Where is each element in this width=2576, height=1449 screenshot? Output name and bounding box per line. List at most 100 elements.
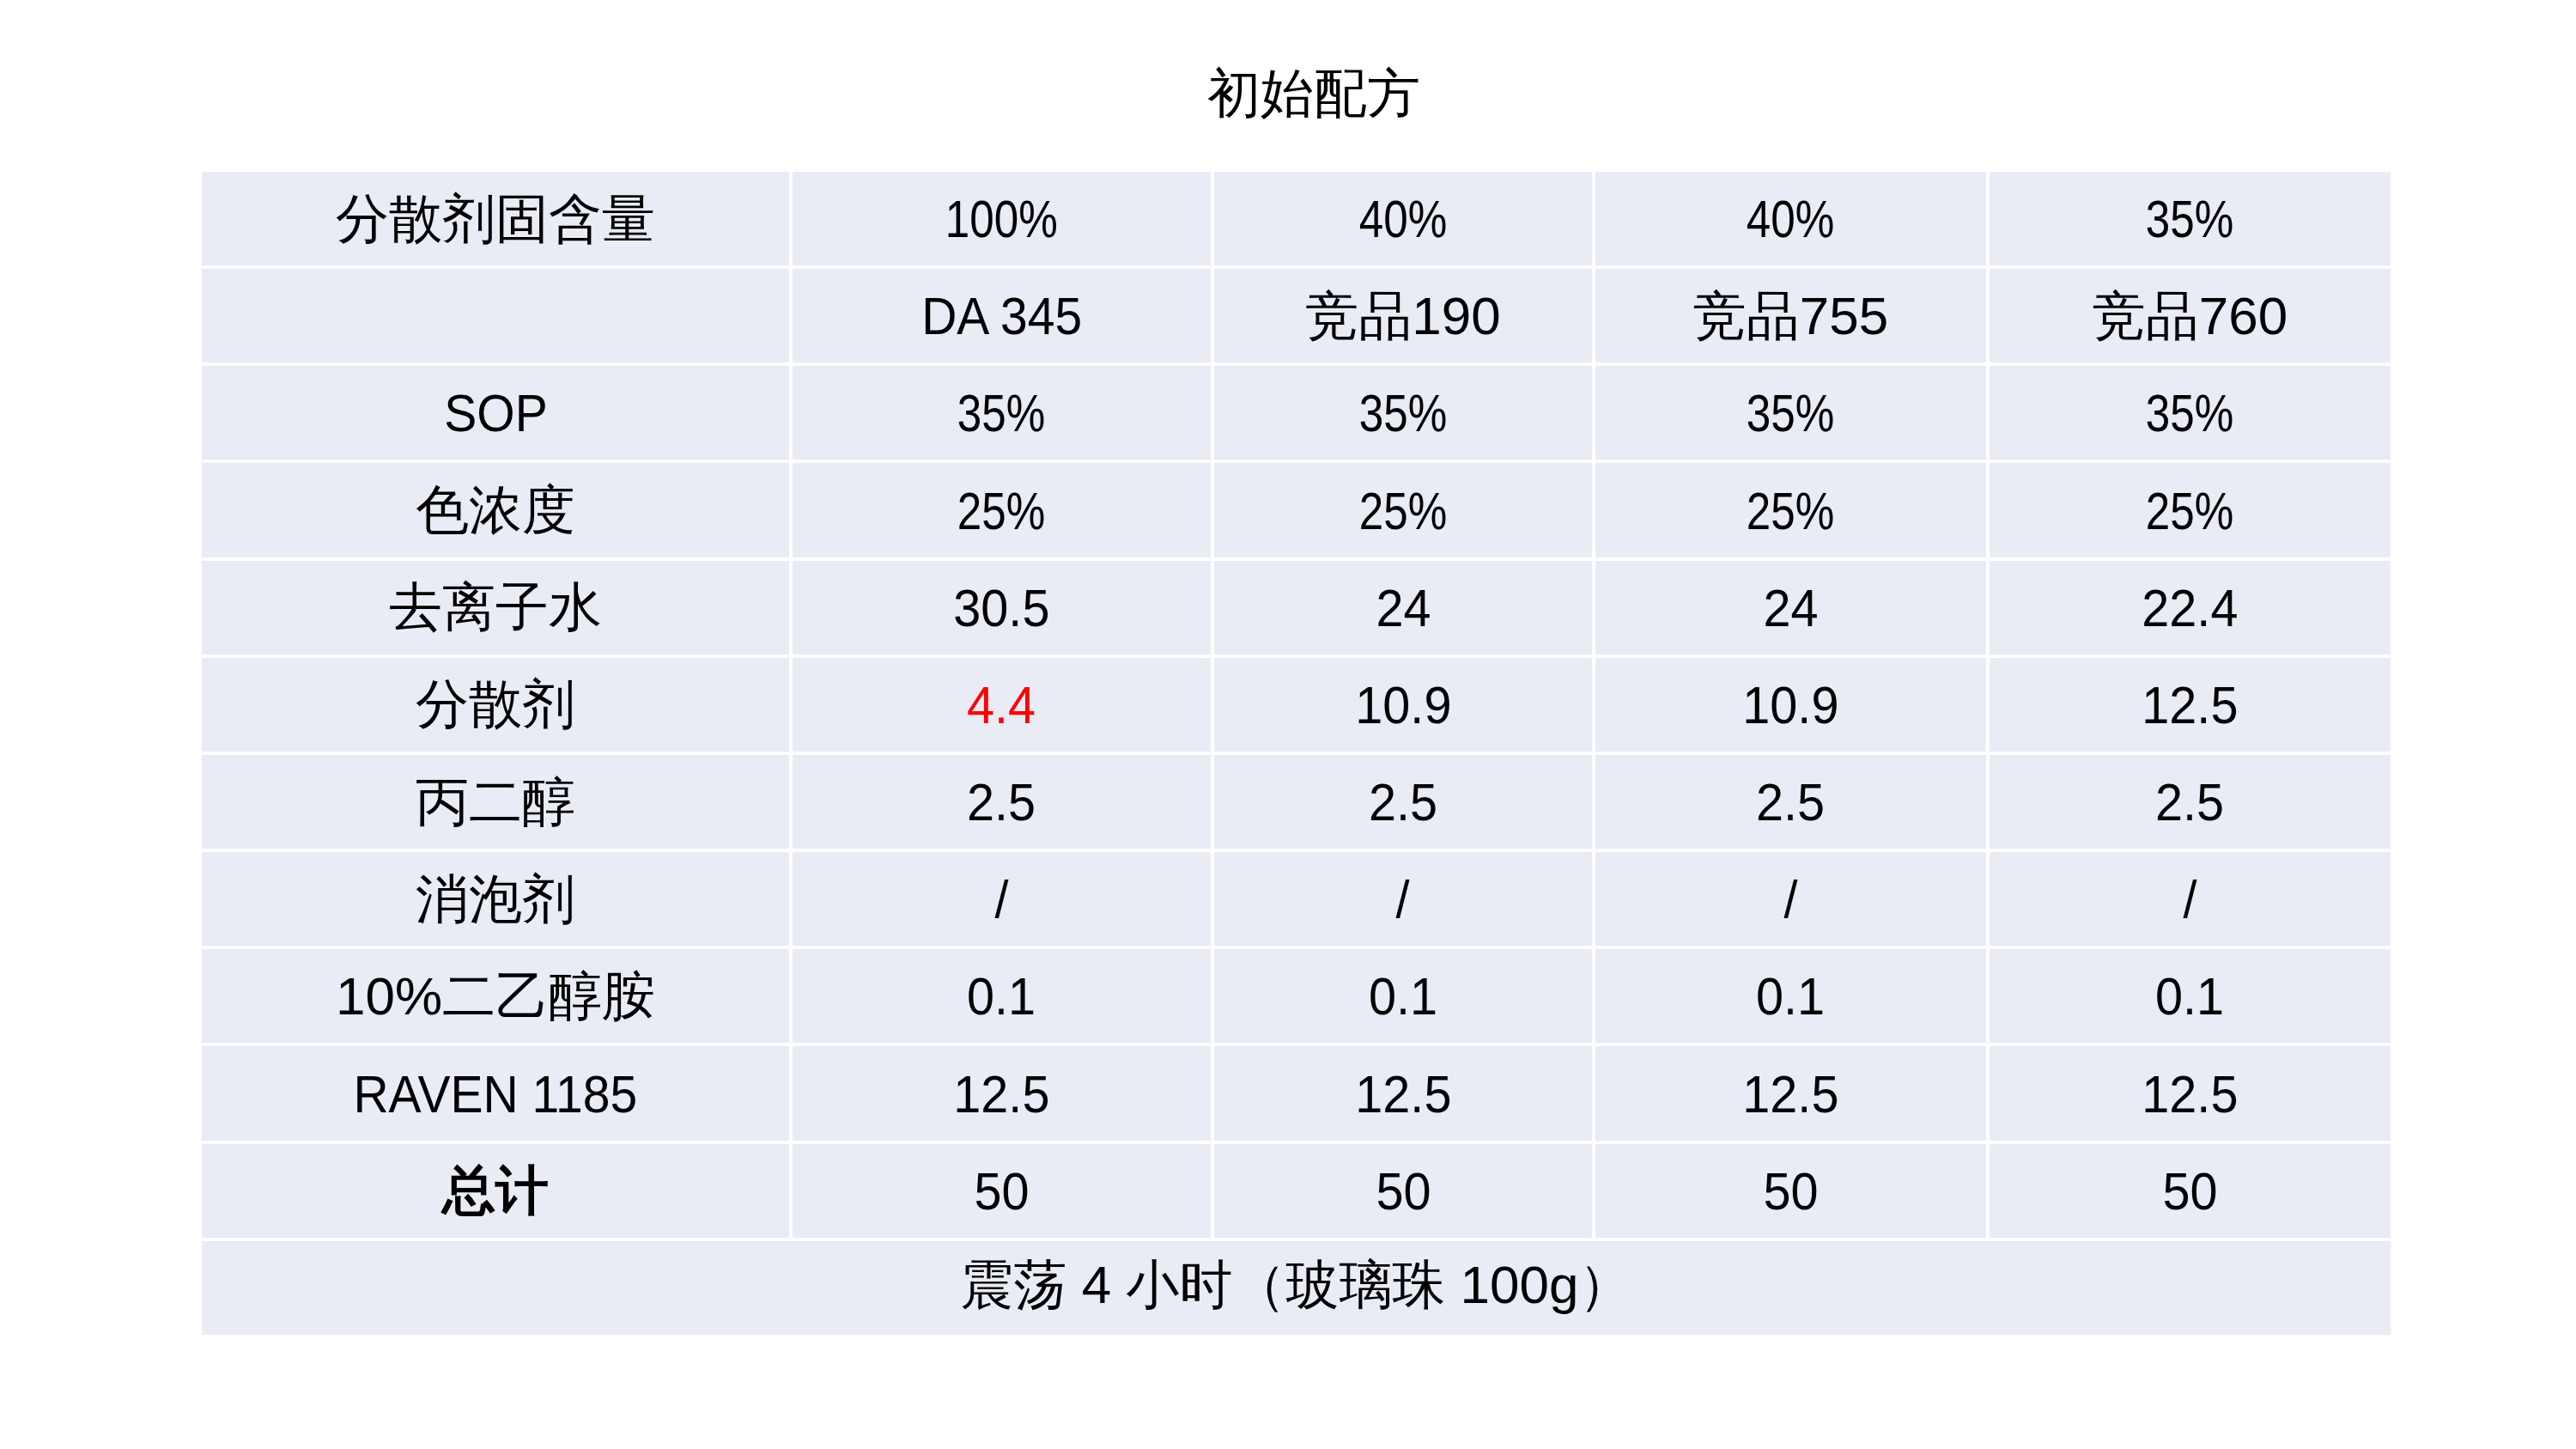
value-cell-text: DA 345 [921, 285, 1082, 346]
value-cell-text: 22.4 [2142, 577, 2238, 638]
row-label: 分散剂 [202, 658, 789, 752]
value-cell-text: 12.5 [1742, 1063, 1838, 1124]
value-cell-text: 35% [1359, 382, 1448, 443]
value-cell: 10.9 [1595, 658, 1986, 752]
row-label: 总计 [202, 1144, 789, 1238]
value-cell: 25% [793, 463, 1211, 557]
table-footer-text: 震荡 4 小时（玻璃珠 100g） [960, 1249, 1631, 1321]
row-label-text: RAVEN 1185 [354, 1063, 638, 1124]
value-cell: 25% [1595, 463, 1986, 557]
value-cell: 0.1 [1214, 949, 1592, 1043]
row-label-text: 消泡剂 [416, 863, 575, 935]
row-label: 丙二醇 [202, 755, 789, 849]
value-cell-text: 0.1 [2155, 965, 2224, 1026]
value-cell-text: 2.5 [2155, 771, 2224, 832]
value-cell: 2.5 [1595, 755, 1986, 849]
slide: 初始配方 分散剂固含量 100% 40% 40% 35% DA 345 竞品190 竞品755… [0, 0, 2576, 1449]
value-cell-text: 12.5 [2142, 674, 2238, 735]
value-cell-text: 24 [1376, 577, 1431, 638]
formula-table: 分散剂固含量 100% 40% 40% 35% DA 345 竞品190 竞品755 竞品760… [202, 172, 2391, 1335]
value-cell-text: 25% [2146, 480, 2234, 541]
value-cell: 12.5 [1214, 1046, 1592, 1140]
row-label: 消泡剂 [202, 852, 789, 946]
value-cell-text: 35% [957, 382, 1046, 443]
value-cell: 12.5 [1990, 1046, 2391, 1140]
value-cell-text: 35% [2146, 188, 2234, 249]
value-cell: 竞品760 [1990, 269, 2391, 362]
value-cell: 2.5 [1214, 755, 1592, 849]
value-cell: 50 [1214, 1144, 1592, 1238]
value-cell-text: 40% [1359, 188, 1448, 249]
value-cell: 竞品755 [1595, 269, 1986, 362]
value-cell-text: 12.5 [1355, 1063, 1451, 1124]
value-cell-text: 25% [1747, 480, 1835, 541]
value-cell: 2.5 [1990, 755, 2391, 849]
value-cell-text: 0.1 [1369, 965, 1437, 1026]
value-cell-text: 50 [1376, 1160, 1431, 1221]
row-label: SOP [202, 366, 789, 460]
row-label-text: 分散剂固含量 [336, 183, 655, 255]
value-cell-text: 10.9 [1742, 674, 1838, 735]
value-cell-text: 24 [1763, 577, 1818, 638]
row-label-text: 10%二乙醇胺 [336, 960, 655, 1032]
value-cell: / [793, 852, 1211, 946]
row-label-text: 丙二醇 [416, 766, 575, 838]
value-cell: DA 345 [793, 269, 1211, 362]
value-cell-text: 35% [2146, 382, 2234, 443]
value-cell-text: 2.5 [967, 771, 1036, 832]
value-cell-text: 竞品190 [1305, 280, 1500, 352]
value-cell: 竞品190 [1214, 269, 1592, 362]
value-cell: 35% [1990, 366, 2391, 460]
row-label-text: 分散剂 [416, 668, 575, 740]
value-cell: / [1990, 852, 2391, 946]
value-cell-text: 10.9 [1355, 674, 1451, 735]
value-cell: 35% [1595, 366, 1986, 460]
value-cell: 35% [1214, 366, 1592, 460]
row-label: 10%二乙醇胺 [202, 949, 789, 1043]
value-cell: 12.5 [793, 1046, 1211, 1140]
row-label: 色浓度 [202, 463, 789, 557]
value-cell-text: 竞品755 [1693, 280, 1888, 352]
row-label: 分散剂固含量 [202, 172, 789, 265]
value-cell: 30.5 [793, 561, 1211, 654]
row-label: 去离子水 [202, 561, 789, 654]
value-cell-text: 35% [1747, 382, 1835, 443]
value-cell-text: / [2183, 868, 2196, 929]
value-cell-text: 25% [1359, 480, 1448, 541]
value-cell: 22.4 [1990, 561, 2391, 654]
value-cell: 10.9 [1214, 658, 1592, 752]
value-cell-text: / [1783, 868, 1797, 929]
value-cell-text: 4.4 [967, 674, 1036, 735]
table-footer: 震荡 4 小时（玻璃珠 100g） [202, 1241, 2391, 1335]
value-cell: 24 [1214, 561, 1592, 654]
value-cell-text: 竞品760 [2093, 280, 2287, 352]
value-cell-text: 2.5 [1756, 771, 1825, 832]
value-cell-text: 50 [2162, 1160, 2217, 1221]
value-cell: 50 [793, 1144, 1211, 1238]
value-cell: 12.5 [1990, 658, 2391, 752]
row-label: RAVEN 1185 [202, 1046, 789, 1140]
value-cell: 50 [1595, 1144, 1986, 1238]
value-cell: 25% [1990, 463, 2391, 557]
row-label [202, 269, 789, 362]
value-cell: 0.1 [793, 949, 1211, 1043]
value-cell: 0.1 [1990, 949, 2391, 1043]
value-cell: 35% [1990, 172, 2391, 265]
value-cell-text: / [994, 868, 1008, 929]
slide-title: 初始配方 [219, 67, 2409, 120]
row-label-text: 去离子水 [389, 571, 602, 643]
value-cell: 24 [1595, 561, 1986, 654]
value-cell-text: 12.5 [953, 1063, 1049, 1124]
value-cell: 4.4 [793, 658, 1211, 752]
value-cell: 50 [1990, 1144, 2391, 1238]
value-cell-text: 40% [1747, 188, 1835, 249]
value-cell: 100% [793, 172, 1211, 265]
row-label-text: SOP [444, 382, 547, 443]
value-cell-text: 2.5 [1369, 771, 1437, 832]
value-cell: / [1214, 852, 1592, 946]
value-cell-text: 100% [945, 188, 1058, 249]
value-cell: 2.5 [793, 755, 1211, 849]
value-cell: 12.5 [1595, 1046, 1986, 1140]
row-label-text: 总计 [442, 1154, 549, 1227]
value-cell-text: 50 [1763, 1160, 1818, 1221]
